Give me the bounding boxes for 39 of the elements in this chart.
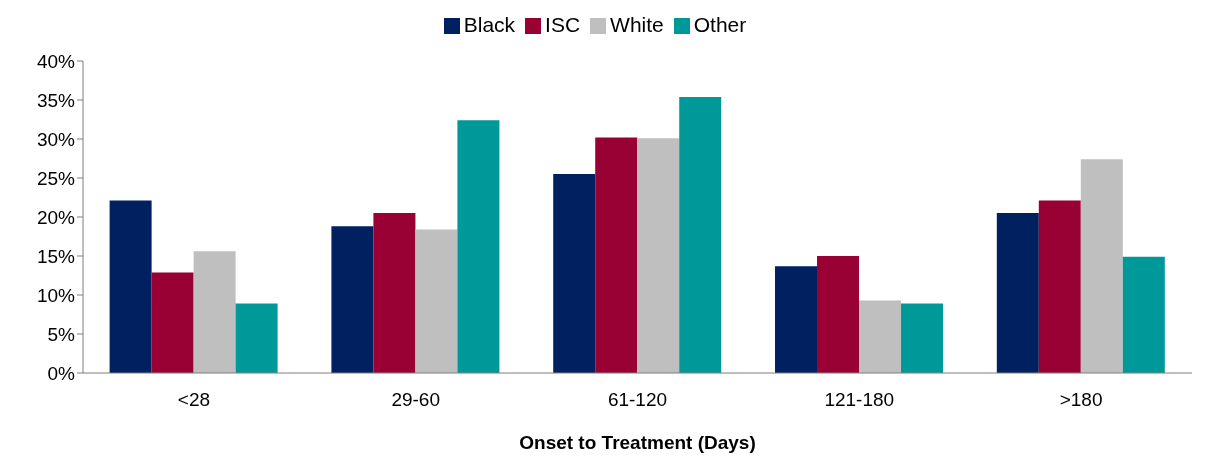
bar bbox=[1038, 200, 1081, 373]
bar bbox=[235, 303, 278, 373]
bar bbox=[415, 229, 458, 373]
bar bbox=[109, 200, 152, 373]
bar bbox=[193, 251, 236, 373]
bar bbox=[1122, 256, 1165, 373]
x-tick-label: 61-120 bbox=[607, 389, 668, 411]
bar bbox=[151, 272, 194, 373]
x-tick-label: <28 bbox=[177, 389, 211, 411]
bar bbox=[553, 174, 596, 373]
y-tick-label: 25% bbox=[36, 167, 76, 189]
x-tick-label: 29-60 bbox=[391, 389, 440, 411]
bar bbox=[901, 303, 944, 373]
y-tick-label: 15% bbox=[36, 245, 76, 267]
bar bbox=[457, 120, 500, 373]
bar bbox=[775, 266, 818, 373]
x-tick-label: 121-180 bbox=[824, 389, 895, 411]
bar bbox=[331, 226, 374, 373]
bar bbox=[637, 138, 680, 373]
legend-label: Black bbox=[463, 13, 516, 36]
bar bbox=[595, 137, 638, 373]
y-tick-label: 10% bbox=[36, 284, 76, 306]
bar bbox=[859, 300, 902, 373]
y-tick-label: 5% bbox=[47, 323, 76, 345]
legend-label: Other bbox=[693, 13, 747, 36]
bar bbox=[996, 213, 1039, 373]
x-axis-title: Onset to Treatment (Days) bbox=[519, 432, 756, 453]
bar bbox=[1080, 159, 1123, 373]
y-tick-label: 40% bbox=[36, 50, 76, 72]
legend-label: White bbox=[610, 13, 664, 36]
y-tick-label: 35% bbox=[36, 89, 76, 111]
legend-label: ISC bbox=[545, 13, 581, 36]
bar bbox=[817, 256, 860, 373]
bar bbox=[679, 96, 722, 373]
y-tick-label: 0% bbox=[47, 362, 76, 384]
y-tick-label: 30% bbox=[36, 128, 76, 150]
x-tick-label: >180 bbox=[1059, 389, 1103, 411]
y-tick-label: 20% bbox=[36, 206, 76, 228]
bar bbox=[373, 213, 416, 373]
